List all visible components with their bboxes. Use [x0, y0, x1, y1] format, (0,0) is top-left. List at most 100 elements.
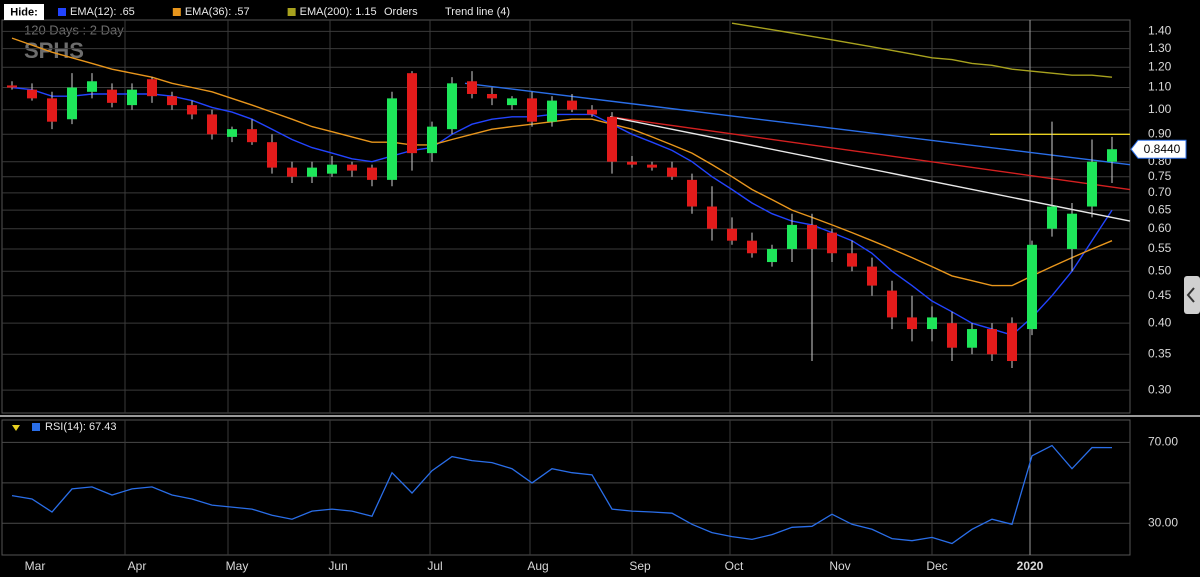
orders-toggle[interactable]: Orders	[384, 6, 418, 18]
x-tick-label: Nov	[829, 559, 850, 573]
side-handle[interactable]	[1184, 276, 1200, 314]
candle-body	[707, 206, 717, 229]
candle-body	[7, 85, 17, 88]
rsi-collapse-icon[interactable]	[12, 425, 20, 431]
candle-body	[227, 129, 237, 137]
y-tick-label: 1.10	[1148, 80, 1172, 94]
x-tick-label: Jun	[328, 559, 347, 573]
x-tick-label: Aug	[527, 559, 548, 573]
legend-swatch	[58, 8, 66, 16]
legend-label: EMA(36): .57	[185, 6, 250, 18]
candle-body	[867, 266, 877, 286]
last-price-label: 0.8440	[1144, 142, 1181, 156]
y-tick-label: 0.40	[1148, 315, 1172, 329]
y-tick-label: 0.50	[1148, 263, 1172, 277]
candle-body	[367, 167, 377, 180]
period-watermark: 120 Days : 2 Day	[24, 22, 124, 37]
x-tick-label: Jul	[427, 559, 442, 573]
x-tick-label: Dec	[926, 559, 947, 573]
y-tick-label: 0.55	[1148, 241, 1172, 255]
candle-body	[887, 290, 897, 318]
candle-body	[1027, 244, 1037, 330]
candle-body	[467, 81, 477, 94]
legend-swatch	[172, 8, 181, 16]
candle-body	[507, 98, 517, 106]
candle-body	[1007, 323, 1017, 362]
ema-line	[11, 37, 1113, 287]
candle-body	[547, 100, 557, 122]
candle-body	[407, 73, 417, 154]
hide-label[interactable]: Hide:	[10, 6, 38, 18]
ema-line	[11, 86, 1113, 336]
legend-swatch	[287, 8, 296, 16]
candle-body	[927, 317, 937, 330]
y-tick-label: 70.00	[1148, 435, 1178, 449]
candle-body	[1067, 213, 1077, 249]
candle-body	[27, 89, 37, 99]
rsi-line	[11, 444, 1113, 545]
candle-body	[567, 100, 577, 110]
trend-toggle[interactable]: Trend line (4)	[445, 6, 510, 18]
candle-body	[807, 224, 817, 249]
x-tick-label: 2020	[1017, 559, 1044, 573]
candle-body	[907, 317, 917, 330]
last-price-box	[1130, 139, 1187, 159]
price-frame	[1, 19, 1131, 414]
x-tick-label: Apr	[128, 559, 147, 573]
y-tick-label: 1.30	[1148, 41, 1172, 55]
candle-body	[687, 179, 697, 207]
candle-body	[847, 253, 857, 267]
candle-body	[207, 114, 217, 135]
candle-body	[107, 89, 117, 103]
candle-body	[67, 87, 77, 120]
candle-body	[247, 129, 257, 143]
x-tick-label: Oct	[725, 559, 744, 573]
candle-body	[327, 164, 337, 174]
candle-body	[487, 93, 497, 99]
candle-body	[607, 116, 617, 162]
y-tick-label: 30.00	[1148, 515, 1178, 529]
candle-body	[287, 167, 297, 177]
candle-body	[647, 164, 657, 168]
candle-body	[127, 89, 137, 106]
side-handle-arrow[interactable]	[1186, 287, 1195, 303]
y-tick-label: 0.75	[1148, 169, 1172, 183]
candle-body	[967, 329, 977, 348]
rsi-frame	[1, 419, 1131, 556]
y-tick-label: 0.65	[1148, 202, 1172, 216]
candle-body	[727, 228, 737, 241]
legend-label: EMA(200): 1.15	[300, 6, 377, 18]
candle-body	[47, 98, 57, 122]
candle-body	[387, 98, 397, 180]
ema-line	[731, 22, 1113, 78]
candle-body	[1087, 161, 1097, 207]
trend-line	[609, 116, 1131, 222]
candle-body	[147, 79, 157, 97]
candle-body	[1047, 206, 1057, 229]
candle-body	[747, 240, 757, 254]
rsi-legend-label: RSI(14): 67.43	[45, 421, 117, 433]
candle-body	[947, 323, 957, 348]
legend-label: EMA(12): .65	[70, 6, 135, 18]
y-tick-label: 0.90	[1148, 126, 1172, 140]
candle-body	[667, 167, 677, 177]
candle-body	[267, 142, 277, 168]
x-tick-label: Mar	[25, 559, 46, 573]
trend-line	[609, 116, 1131, 191]
candle-body	[447, 83, 457, 130]
y-tick-label: 1.40	[1148, 24, 1172, 38]
hide-button[interactable]	[4, 4, 44, 20]
candle-body	[347, 164, 357, 171]
candle-body	[827, 232, 837, 254]
candle-body	[87, 81, 97, 92]
y-tick-label: 0.35	[1148, 346, 1172, 360]
trend-line	[464, 82, 1131, 166]
candle-body	[627, 161, 637, 165]
x-tick-label: Sep	[629, 559, 651, 573]
y-tick-label: 0.70	[1148, 185, 1172, 199]
candle-body	[787, 224, 797, 249]
candle-body	[427, 126, 437, 154]
y-tick-label: 1.20	[1148, 59, 1172, 73]
